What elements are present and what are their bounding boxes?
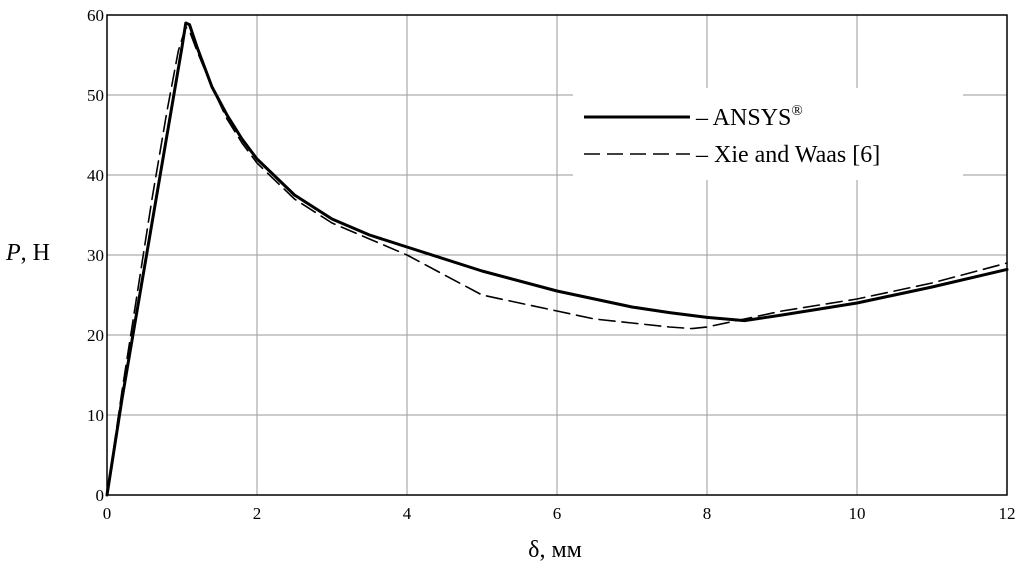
legend-label-superscript: ® xyxy=(791,103,802,119)
x-tick-label: 8 xyxy=(703,504,712,523)
tick-labels: 0 2 4 6 8 10 12 0 10 20 30 40 50 60 xyxy=(87,6,1016,523)
x-tick-label: 6 xyxy=(553,504,562,523)
series-line-2 xyxy=(106,26,1008,496)
legend-label-1: – ANSYS® xyxy=(695,103,803,131)
y-tick-label: 30 xyxy=(87,246,104,265)
x-axis-label: δ, мм xyxy=(528,537,582,563)
plot-frame xyxy=(106,14,1008,496)
x-tick-label: 2 xyxy=(253,504,262,523)
grid xyxy=(107,15,1007,495)
legend: – ANSYS® – Xie and Waas [6] xyxy=(584,103,880,168)
y-tick-label: 20 xyxy=(87,326,104,345)
y-tick-label: 60 xyxy=(87,6,104,25)
x-tick-label: 4 xyxy=(403,504,412,523)
x-tick-label: 12 xyxy=(999,504,1016,523)
legend-label-text: – ANSYS xyxy=(695,105,791,131)
legend-background xyxy=(573,88,963,180)
legend-label-text: – Xie and Waas [6] xyxy=(695,142,880,168)
y-tick-label: 50 xyxy=(87,86,104,105)
y-axis-label: P, Н xyxy=(5,240,50,266)
x-tick-label: 0 xyxy=(103,504,112,523)
y-tick-label: 10 xyxy=(87,406,104,425)
y-axis-label-unit: , Н xyxy=(21,240,50,266)
x-tick-label: 10 xyxy=(849,504,866,523)
legend-label-2: – Xie and Waas [6] xyxy=(695,142,880,168)
y-tick-label: 0 xyxy=(96,486,105,505)
y-tick-label: 40 xyxy=(87,166,104,185)
series-lines xyxy=(105,21,1009,497)
y-axis-label-symbol: P xyxy=(5,240,21,266)
series-line-1 xyxy=(105,21,1009,497)
